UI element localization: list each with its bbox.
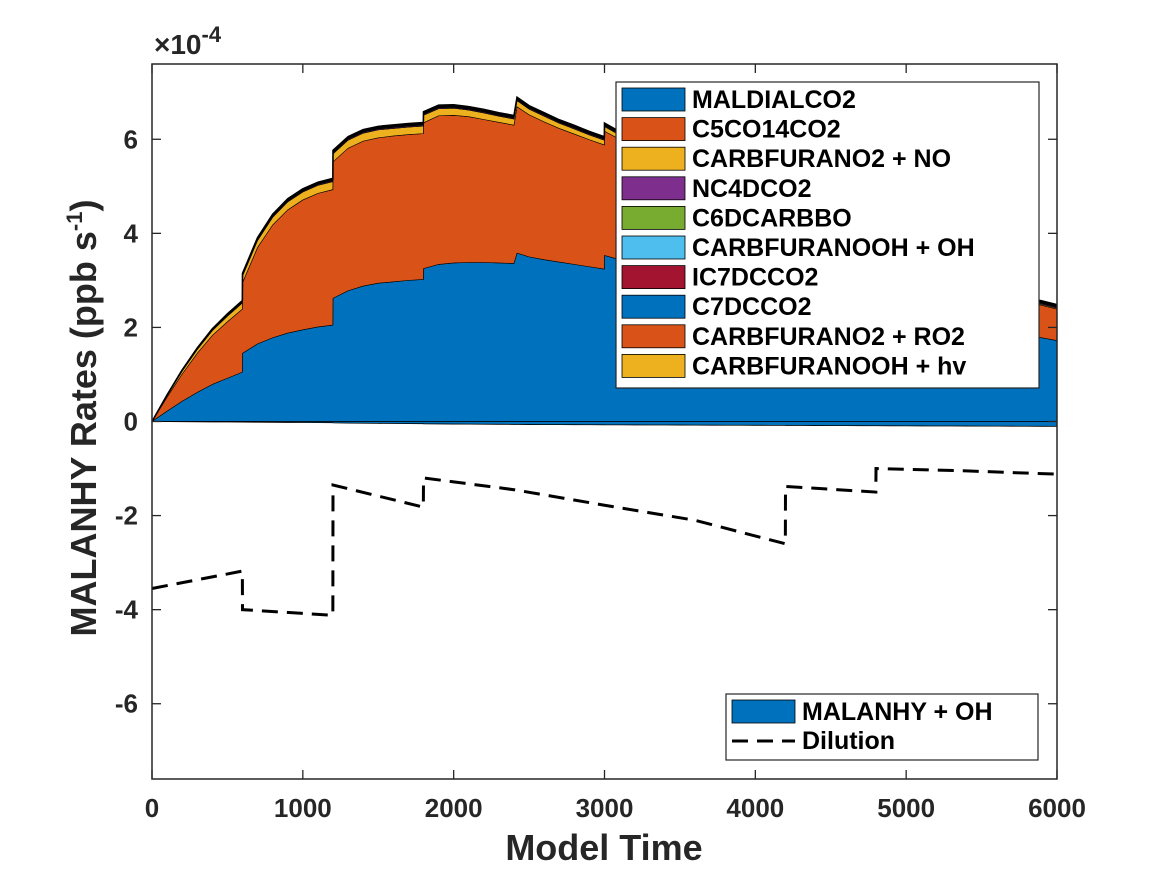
legend-swatch-malanhy-oh xyxy=(731,699,796,724)
legend-swatch-carbfurano2-no xyxy=(621,146,686,171)
legend-label-nc4dco2: NC4DCO2 xyxy=(692,175,811,203)
y-axis-label-sup: -1 xyxy=(62,212,87,232)
x-axis-label: Model Time xyxy=(505,827,702,868)
x-tick-label: 6000 xyxy=(1028,793,1086,823)
y-tick-label: 6 xyxy=(124,124,138,154)
legend-swatch-carbfuranooh-hv xyxy=(621,353,686,378)
legend-negative-box xyxy=(725,693,1039,761)
y-tick-label: -2 xyxy=(115,501,138,531)
y-multiplier-prefix: × xyxy=(154,29,170,60)
x-tick-label: 5000 xyxy=(877,793,935,823)
area-neg-malanhy-oh xyxy=(151,421,1058,427)
y-multiplier-exponent: -4 xyxy=(202,22,222,47)
legend-label-dilution: Dilution xyxy=(802,727,895,755)
legend-swatch-carbfurano2-ro2 xyxy=(621,324,686,349)
y-tick-label: 0 xyxy=(124,407,138,437)
legend-label-carbfuranooh-hv: CARBFURANOOH + hv xyxy=(692,352,966,380)
legend-label-carbfurano2-ro2: CARBFURANO2 + RO2 xyxy=(692,323,965,351)
legend-swatch-nc4dco2 xyxy=(621,176,686,201)
legend-label-c7dcco2: C7DCCO2 xyxy=(692,293,811,321)
y-axis-label-main: MALANHY Rates (ppb s xyxy=(63,231,104,636)
legend-label-maldialco2: MALDIALCO2 xyxy=(692,86,856,114)
legend-label-malanhy-oh: MALANHY + OH xyxy=(802,698,993,726)
legend-swatch-c7dcco2 xyxy=(621,294,686,319)
legend-label-c5co14co2: C5CO14CO2 xyxy=(692,116,841,144)
legend-positive-box xyxy=(615,81,1040,389)
legend-label-carbfurano2-no: CARBFURANO2 + NO xyxy=(692,145,951,173)
x-tick-label: 1000 xyxy=(274,793,332,823)
y-tick-label: 2 xyxy=(124,312,138,342)
axis-tick-labels: 0 1000 2000 3000 4000 5000 6000 -6 -4 -2 0 2 4 6 xyxy=(115,124,1086,823)
x-tick-label: 4000 xyxy=(726,793,784,823)
legend-label-ic7dcco2: IC7DCCO2 xyxy=(692,264,818,292)
legend-swatch-carbfuranooh-oh xyxy=(621,235,686,260)
legend-swatch-maldialco2 xyxy=(621,87,686,112)
line-series xyxy=(151,467,1058,617)
y-axis-label: MALANHY Rates (ppb s-1) xyxy=(62,200,104,637)
y-tick-label: -6 xyxy=(115,689,138,719)
x-tick-label: 3000 xyxy=(576,793,634,823)
y-tick-label: 4 xyxy=(124,218,139,248)
x-tick-label: 0 xyxy=(145,793,159,823)
y-tick-label: -4 xyxy=(115,595,139,625)
legend-swatch-ic7dcco2 xyxy=(621,265,686,290)
legend-swatch-c6dcarbbo xyxy=(621,205,686,230)
line-dilution xyxy=(151,467,1058,617)
axis-ticks xyxy=(151,64,1058,779)
legend-swatch-c5co14co2 xyxy=(621,117,686,141)
y-multiplier-base: 10 xyxy=(170,29,201,60)
legend-label-carbfuranooh-oh: CARBFURANOOH + OH xyxy=(692,234,975,262)
legend-label-c6dcarbbo: C6DCARBBO xyxy=(692,204,852,232)
y-axis-label-end: ) xyxy=(63,200,104,212)
y-multiplier: ×10-4 xyxy=(154,22,222,60)
x-tick-label: 2000 xyxy=(425,793,483,823)
